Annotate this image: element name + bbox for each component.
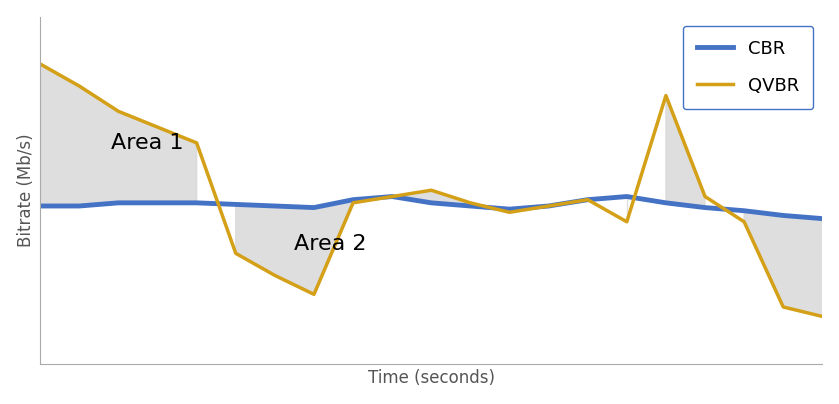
- Text: Area 1: Area 1: [111, 133, 183, 153]
- Text: Area 2: Area 2: [294, 234, 367, 254]
- Y-axis label: Bitrate (Mb/s): Bitrate (Mb/s): [17, 133, 34, 247]
- Legend: CBR, QVBR: CBR, QVBR: [683, 26, 813, 109]
- X-axis label: Time (seconds): Time (seconds): [367, 369, 495, 387]
